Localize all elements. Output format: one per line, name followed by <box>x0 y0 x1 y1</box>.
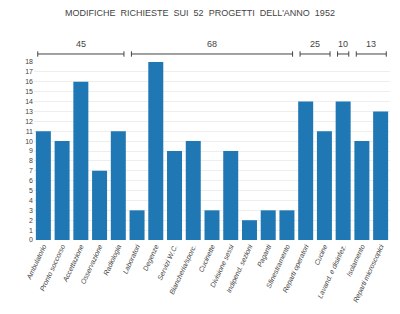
svg-text:MODIFICHE RICHIESTE SUI 52: MODIFICHE RICHIESTE SUI 52 PROGETTI DELL… <box>65 8 335 18</box>
svg-text:18: 18 <box>25 58 33 65</box>
svg-text:13: 13 <box>25 108 33 115</box>
svg-text:4: 4 <box>29 197 33 204</box>
svg-text:Osservazione: Osservazione <box>79 243 103 285</box>
svg-text:0: 0 <box>29 236 33 243</box>
svg-text:Accettazione: Accettazione <box>61 243 85 283</box>
svg-text:Pronto soccorso: Pronto soccorso <box>38 243 66 292</box>
svg-text:9: 9 <box>29 147 33 154</box>
svg-text:Biancheria/sporc.: Biancheria/sporc. <box>168 243 198 295</box>
svg-text:Paganti: Paganti <box>256 243 273 268</box>
svg-text:Servizi W.C.: Servizi W.C. <box>156 243 179 281</box>
svg-text:12: 12 <box>25 118 33 125</box>
svg-text:2: 2 <box>29 217 33 224</box>
svg-text:14: 14 <box>25 98 33 105</box>
svg-text:11: 11 <box>26 128 33 135</box>
svg-text:Laboratori: Laboratori <box>121 243 141 275</box>
svg-text:Cucinette: Cucinette <box>197 243 216 273</box>
svg-text:Isolamento: Isolamento <box>345 243 366 277</box>
svg-text:8: 8 <box>29 157 33 164</box>
svg-text:7: 7 <box>29 167 33 174</box>
svg-text:Cucine: Cucine <box>313 243 329 266</box>
svg-text:6: 6 <box>29 177 33 184</box>
svg-text:1: 1 <box>29 227 33 234</box>
svg-text:25: 25 <box>310 39 320 49</box>
svg-text:Sfinestramento: Sfinestramento <box>265 243 291 289</box>
svg-text:Reparti microscopici: Reparti microscopici <box>352 243 386 304</box>
svg-text:10: 10 <box>338 39 348 49</box>
svg-text:17: 17 <box>25 68 33 75</box>
svg-text:10: 10 <box>25 138 33 145</box>
svg-text:Reparti operatori: Reparti operatori <box>281 243 310 294</box>
svg-text:Lavand. e disinfez.: Lavand. e disinfez. <box>316 243 347 299</box>
svg-text:45: 45 <box>76 39 86 49</box>
svg-text:Indipend. sezioni: Indipend. sezioni <box>225 243 255 294</box>
svg-text:13: 13 <box>366 39 376 49</box>
svg-text:3: 3 <box>29 207 33 214</box>
svg-text:Radiologia: Radiologia <box>102 243 123 276</box>
svg-text:5: 5 <box>29 187 33 194</box>
svg-text:16: 16 <box>25 78 33 85</box>
svg-text:Degenze: Degenze <box>142 243 161 272</box>
svg-text:15: 15 <box>25 88 33 95</box>
svg-text:Ambulatorio: Ambulatorio <box>25 243 48 281</box>
svg-text:Divisione sessi: Divisione sessi <box>209 243 235 288</box>
svg-text:68: 68 <box>207 39 217 49</box>
